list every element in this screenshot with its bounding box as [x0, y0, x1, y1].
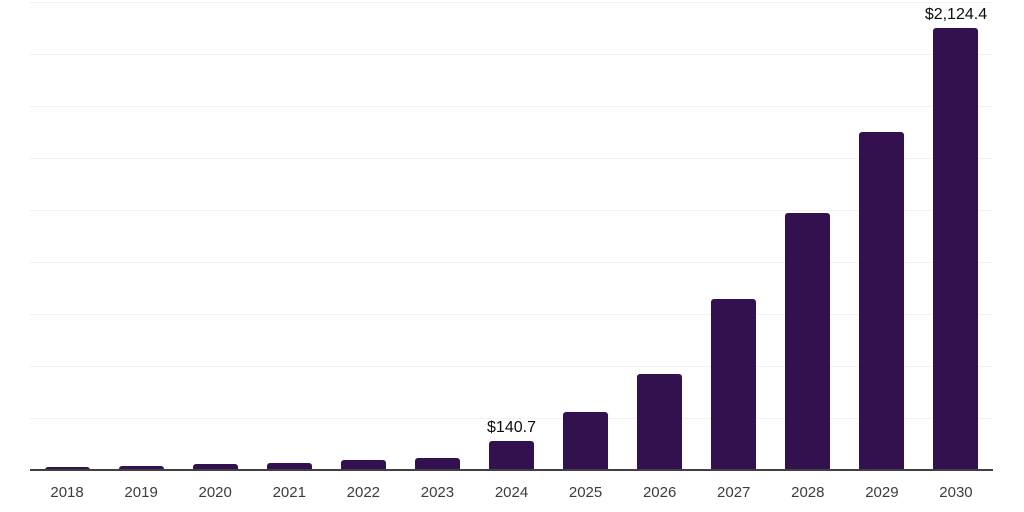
- bar-2024: [489, 440, 534, 470]
- bar-2019: [118, 465, 164, 470]
- x-axis-label-2025: 2025: [568, 484, 603, 501]
- bar-2027: [711, 299, 757, 470]
- gridline: [30, 54, 993, 55]
- x-axis-label-2020: 2020: [198, 484, 232, 501]
- bar-2022: [340, 460, 386, 470]
- plot-area: $140.7 $2,124.4: [30, 2, 993, 470]
- gridline: [30, 210, 993, 211]
- bar-2030: [933, 28, 979, 470]
- bar-2028: [785, 212, 831, 470]
- x-axis-label-2024: 2024: [494, 484, 529, 501]
- x-axis-label-2018: 2018: [50, 484, 84, 501]
- bar-2029: [859, 131, 905, 470]
- x-axis-label-2019: 2019: [124, 484, 158, 501]
- x-axis-label-2027: 2027: [717, 484, 751, 501]
- x-axis-label-2030: 2030: [939, 484, 973, 501]
- x-axis-label-2026: 2026: [642, 484, 677, 501]
- bar-2026: [637, 374, 683, 470]
- gridline: [30, 314, 993, 315]
- gridline: [30, 418, 993, 419]
- x-axis: 2018 2019 2020 2021 2022 2023 2024 2025 2026 2027…: [30, 484, 993, 506]
- bar-2020: [192, 464, 238, 470]
- x-axis-line: [30, 469, 993, 471]
- x-axis-label-2029: 2029: [865, 484, 899, 501]
- gridline: [30, 2, 993, 3]
- bar-value-label-2024: $140.7: [487, 418, 536, 436]
- bar-value-label-2030: $2,124.4: [924, 6, 988, 24]
- gridline: [30, 106, 993, 107]
- bar-2025: [563, 412, 609, 470]
- gridline: [30, 366, 993, 367]
- gridline: [30, 158, 993, 159]
- bar-2021: [266, 462, 312, 470]
- gridline: [30, 262, 993, 263]
- x-axis-label-2022: 2022: [346, 484, 381, 501]
- x-axis-label-2028: 2028: [791, 484, 825, 501]
- bar-2018: [44, 466, 90, 470]
- bar-2023: [414, 457, 460, 470]
- x-axis-label-2023: 2023: [420, 484, 455, 501]
- x-axis-label-2021: 2021: [272, 484, 306, 501]
